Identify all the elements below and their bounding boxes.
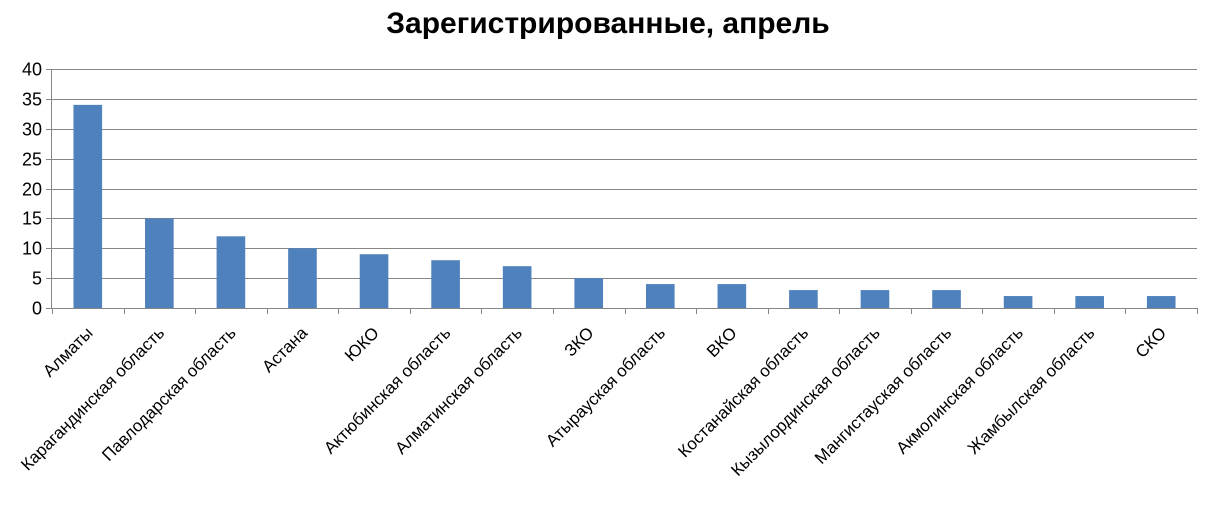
bar bbox=[645, 284, 675, 308]
bar bbox=[1146, 296, 1176, 308]
bar bbox=[1003, 296, 1033, 308]
bar bbox=[216, 236, 246, 308]
x-tick-label: Карагандинская область bbox=[17, 323, 168, 474]
x-axis bbox=[46, 69, 1198, 314]
bar bbox=[932, 290, 961, 308]
x-tick-label: Актюбинская область bbox=[320, 323, 454, 457]
x-tick-label: Алматинская область bbox=[391, 323, 526, 458]
x-tick-label: ВКО bbox=[703, 323, 741, 361]
x-tick-label: Астана bbox=[258, 323, 311, 376]
bar bbox=[431, 260, 460, 308]
x-tick-label: Мангистауская область bbox=[811, 323, 955, 467]
bar bbox=[502, 266, 532, 308]
x-tick-label: Атырауская область bbox=[542, 323, 669, 450]
bar bbox=[73, 104, 103, 308]
x-tick-label: ЗКО bbox=[561, 323, 598, 360]
y-axis-ticks: 0 5 10 15 20 25 30 35 40 bbox=[22, 60, 42, 319]
x-tick-label: СКО bbox=[1132, 323, 1170, 361]
y-tick-label: 35 bbox=[22, 90, 42, 110]
y-tick-label: 25 bbox=[22, 150, 42, 170]
bar bbox=[359, 254, 389, 308]
bar bbox=[145, 218, 174, 308]
bar bbox=[288, 248, 317, 308]
bar bbox=[717, 284, 747, 308]
x-tick-label: Алматы bbox=[39, 323, 96, 380]
bar bbox=[789, 290, 818, 308]
x-tick-label: Павлодарская область bbox=[98, 323, 240, 465]
y-tick-label: 15 bbox=[22, 209, 42, 229]
x-tick-label: Жамбылская область bbox=[964, 323, 1099, 458]
bar bbox=[1075, 296, 1104, 308]
bars bbox=[73, 104, 1176, 308]
chart-title: Зарегистрированные, апрель bbox=[386, 7, 829, 40]
x-tick-label: Костанайская область bbox=[674, 323, 812, 461]
bar bbox=[860, 290, 890, 308]
y-tick-label: 10 bbox=[22, 239, 42, 259]
x-tick-label: Акмолинская область bbox=[893, 323, 1027, 457]
x-tick-label: ЮКО bbox=[341, 323, 383, 365]
bar bbox=[574, 278, 604, 308]
y-tick-label: 0 bbox=[32, 299, 42, 319]
y-tick-label: 20 bbox=[22, 180, 42, 200]
y-tick-label: 40 bbox=[22, 60, 42, 80]
x-tick-label: Кызылординская область bbox=[727, 323, 884, 480]
y-tick-label: 5 bbox=[32, 269, 42, 289]
y-tick-label: 30 bbox=[22, 120, 42, 140]
